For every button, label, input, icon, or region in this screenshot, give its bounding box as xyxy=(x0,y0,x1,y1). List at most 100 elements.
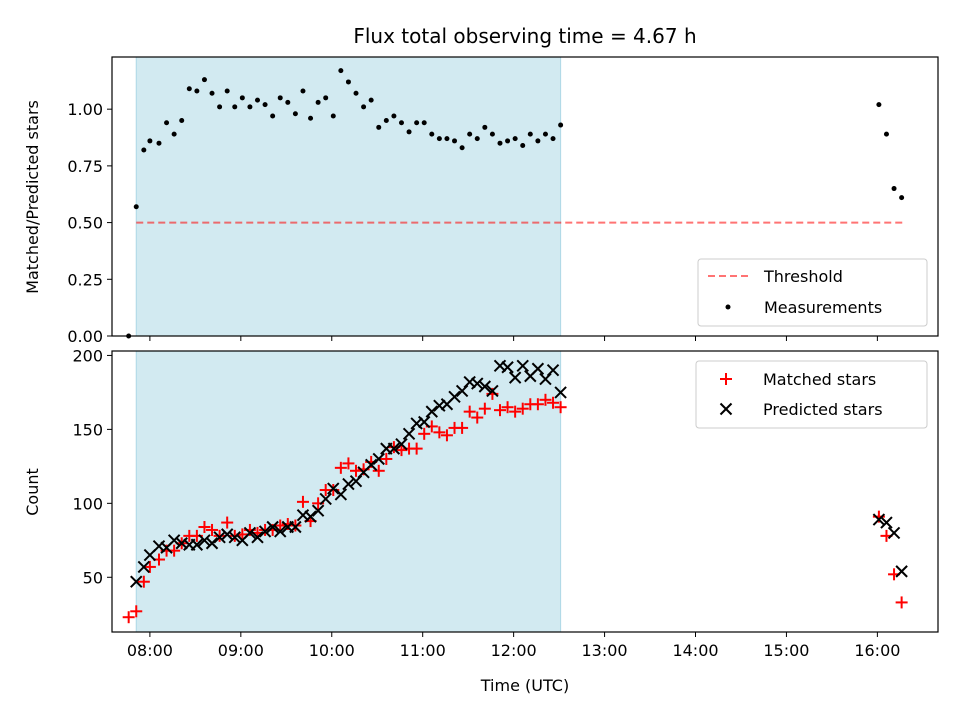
measurement-point xyxy=(171,131,177,137)
bottom-y-axis-label: Count xyxy=(23,468,42,516)
legend-matched-marker xyxy=(720,373,732,385)
measurement-point xyxy=(345,79,351,85)
matched-star-point xyxy=(395,444,408,457)
measurement-point xyxy=(527,131,533,137)
measurement-point xyxy=(194,88,200,94)
predicted-star-point xyxy=(478,380,492,393)
measurement-point xyxy=(876,102,882,108)
measurement-point xyxy=(505,138,511,144)
measurement-point xyxy=(156,140,162,146)
bottom-observing-span xyxy=(135,350,562,633)
matched-star-point xyxy=(440,429,453,442)
matched-star-point xyxy=(334,461,347,474)
top-y-tick-label: 1.00 xyxy=(67,100,103,119)
measurement-point xyxy=(262,102,268,108)
measurement-point xyxy=(398,120,404,126)
predicted-star-point xyxy=(425,405,438,418)
matched-star-point xyxy=(143,560,156,573)
measurement-point xyxy=(209,90,215,96)
legend-threshold-label: Threshold xyxy=(763,267,843,286)
measurement-point xyxy=(558,122,564,128)
legend-measurement-swatch xyxy=(725,304,731,310)
measurement-point xyxy=(247,104,253,110)
measurement-point xyxy=(444,136,450,142)
matched-star-point xyxy=(198,520,211,533)
predicted-star-point xyxy=(895,565,908,578)
matched-star-point xyxy=(509,405,522,418)
measurement-point xyxy=(164,120,170,126)
measurement-point xyxy=(277,95,283,101)
measurement-point xyxy=(300,88,306,94)
x-tick-label: 13:00 xyxy=(582,641,628,660)
measurement-point xyxy=(254,97,260,103)
bottom-chart-panel: 50 100 150 200 08:00 09:00 10:00 11:00 12:00 13:0… xyxy=(23,346,939,695)
x-tick-label: 16:00 xyxy=(854,641,900,660)
predicted-star-point xyxy=(190,538,204,551)
predicted-star-point xyxy=(471,377,484,390)
bottom-y-tick-label: 50 xyxy=(83,568,103,587)
measurement-point xyxy=(308,115,314,121)
matched-star-point xyxy=(122,611,135,624)
measurement-point xyxy=(421,120,427,126)
measurement-point xyxy=(353,90,359,96)
bottom-y-tick-label: 100 xyxy=(72,494,103,513)
measurement-point xyxy=(520,142,526,148)
predicted-star-point xyxy=(887,526,901,540)
top-y-axis-label: Matched/Predicted stars xyxy=(23,100,42,294)
legend-matched-label: Matched stars xyxy=(763,370,876,389)
predicted-star-point xyxy=(167,534,181,547)
measurement-point xyxy=(883,131,889,137)
top-y-tick-label: 0.00 xyxy=(67,327,103,346)
bottom-legend-box xyxy=(695,360,928,429)
measurement-point xyxy=(474,136,480,142)
predicted-star-point xyxy=(205,537,219,550)
measurement-point xyxy=(383,118,389,124)
measurement-point xyxy=(512,136,518,142)
bottom-legend: Matched stars Predicted stars xyxy=(695,360,928,429)
predicted-star-point xyxy=(402,427,416,441)
legend-matched-swatch xyxy=(720,373,732,385)
measurement-point xyxy=(239,95,245,101)
predicted-star-point xyxy=(872,513,886,526)
measurement-point xyxy=(330,113,336,119)
matched-star-point xyxy=(274,519,287,532)
predicted-star-point xyxy=(508,371,522,384)
top-y-tick-label: 0.50 xyxy=(67,214,103,233)
measurement-point xyxy=(899,195,905,201)
predicted-star-point xyxy=(266,520,279,534)
matched-star-point xyxy=(433,426,446,439)
measurement-point xyxy=(436,136,442,142)
measurement-point xyxy=(414,120,420,126)
measurement-point xyxy=(201,77,207,83)
predicted-star-point xyxy=(531,362,545,375)
predicted-star-point xyxy=(418,415,431,429)
measurement-point xyxy=(270,113,276,119)
matched-star-point xyxy=(372,464,385,477)
predicted-star-point xyxy=(554,386,567,399)
matched-star-point xyxy=(516,402,529,415)
matched-star-point xyxy=(418,427,431,440)
matched-star-point xyxy=(350,464,363,477)
predicted-star-point xyxy=(364,458,378,472)
measurement-point xyxy=(232,104,238,110)
measurement-point xyxy=(452,138,458,144)
measurement-point xyxy=(285,99,291,105)
legend-predicted-label: Predicted stars xyxy=(763,400,883,419)
x-axis-label: Time (UTC) xyxy=(480,676,569,695)
measurement-point xyxy=(338,68,344,74)
matched-star-point xyxy=(531,398,544,411)
measurement-point xyxy=(315,99,321,105)
measurement-point xyxy=(376,124,382,130)
x-tick-label: 15:00 xyxy=(763,641,809,660)
measurement-point xyxy=(467,131,473,137)
legend-predicted-marker xyxy=(719,402,733,416)
matched-star-point xyxy=(493,404,506,417)
measurement-point xyxy=(429,131,435,137)
predicted-star-point xyxy=(274,525,287,538)
matched-star-point xyxy=(410,442,423,455)
measurement-point xyxy=(368,97,374,103)
predicted-star-point xyxy=(319,492,332,506)
x-tick-label: 10:00 xyxy=(309,641,355,660)
bottom-chart-frame xyxy=(111,350,939,633)
